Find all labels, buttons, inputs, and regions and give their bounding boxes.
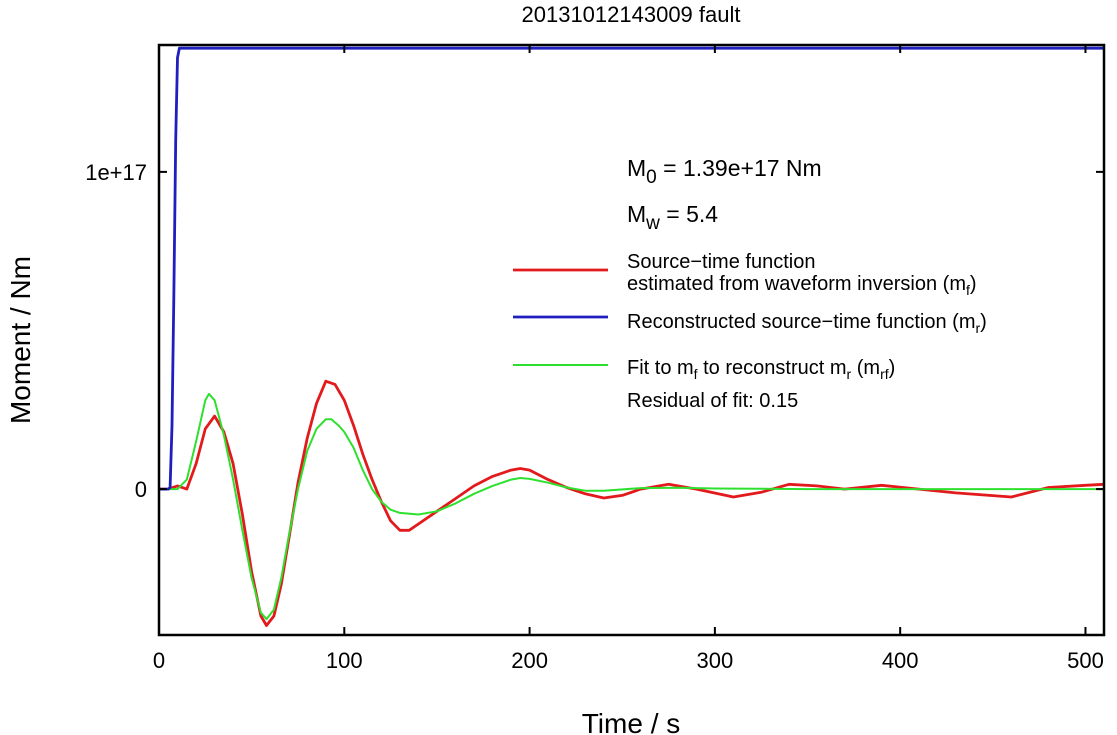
plot-frame — [157, 43, 1106, 637]
x-tick-label: 500 — [1067, 648, 1104, 673]
m0-subscript: 0 — [646, 167, 657, 188]
legend-label-red: Source−time function — [627, 251, 815, 273]
y-tick-label: 1e+17 — [85, 160, 147, 185]
legend-label-green: Fit to mf to reconstruct mr (mrf) — [627, 357, 895, 382]
x-tick-label: 400 — [882, 648, 919, 673]
series-line-red — [159, 379, 1105, 627]
chart-title: 20131012143009 fault — [522, 2, 741, 27]
legend-label-blue: Reconstructed source−time function (mr) — [627, 311, 987, 336]
magnitude-annotation: Mw = 5.4 — [627, 201, 718, 234]
x-axis-title: Time / s — [582, 708, 681, 735]
mw-subscript: w — [645, 213, 660, 234]
y-tick-label: 0 — [135, 477, 147, 502]
axes-layer: 0 100 200 300 400 500 0 1e+17 — [85, 45, 1104, 673]
mw-symbol: M — [627, 201, 646, 227]
x-tick-label: 200 — [511, 648, 548, 673]
legend-label-red: estimated from waveform inversion (mf) — [627, 273, 977, 298]
y-axis-title: Moment / Nm — [5, 256, 36, 424]
moment-annotation: M0 = 1.39e+17 Nm — [627, 155, 822, 188]
x-tick-label: 0 — [153, 648, 165, 673]
svg-text:Mw = 5.4: Mw = 5.4 — [627, 201, 718, 234]
series-layer — [159, 46, 1105, 627]
series-line-blue — [159, 46, 1104, 491]
residual-text: Residual of fit: 0.15 — [627, 390, 798, 412]
x-tick-label: 300 — [697, 648, 734, 673]
series-line-green — [159, 392, 1104, 621]
mw-value: = 5.4 — [660, 201, 718, 227]
m0-value: = 1.39e+17 Nm — [657, 155, 822, 181]
m0-symbol: M — [627, 155, 646, 181]
x-tick-label: 100 — [326, 648, 363, 673]
svg-text:M0 = 1.39e+17 Nm: M0 = 1.39e+17 Nm — [627, 155, 822, 188]
